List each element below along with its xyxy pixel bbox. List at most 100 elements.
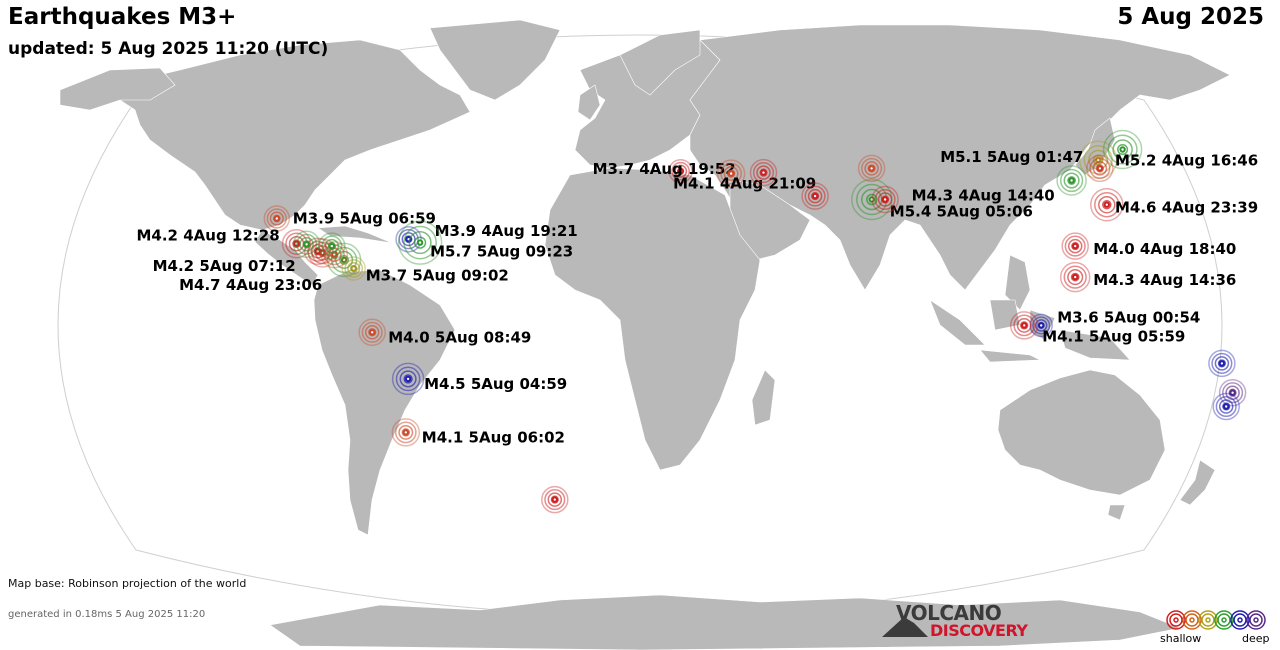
quake-ring xyxy=(1064,235,1086,257)
quake-marker[interactable] xyxy=(871,185,899,214)
quake-ring xyxy=(401,232,416,247)
quake-marker[interactable] xyxy=(1218,378,1247,407)
quake-ring xyxy=(877,192,893,207)
land-indonesia xyxy=(929,299,1131,363)
logo-line2: DISCOVERY xyxy=(930,621,1028,640)
quake-ring xyxy=(1212,392,1240,421)
quake-marker[interactable] xyxy=(1059,261,1091,293)
quake-ring xyxy=(1211,352,1233,374)
quake-marker[interactable] xyxy=(1056,165,1087,196)
quake-ring xyxy=(1095,164,1104,173)
quake-label: M4.5 5Aug 04:59 xyxy=(424,375,567,393)
quake-center-dot xyxy=(1096,165,1104,172)
quake-ring xyxy=(1222,382,1244,404)
quake-marker[interactable] xyxy=(1009,311,1039,340)
quake-ring xyxy=(811,192,820,201)
legend-ring xyxy=(1182,610,1202,630)
earthquake-markers[interactable]: M3.9 5Aug 06:59 M4.2 4Aug 12:28 M4.2 5Aug … xyxy=(137,129,1259,514)
map-date: 5 Aug 2025 xyxy=(1117,4,1264,30)
quake-label: M4.1 4Aug 21:09 xyxy=(673,175,816,193)
quake-ring xyxy=(320,240,349,269)
quake-marker[interactable] xyxy=(391,418,421,447)
legend-dot xyxy=(1205,617,1211,623)
quake-center-dot xyxy=(273,215,280,222)
quake-ring xyxy=(302,240,311,249)
quake-center-dot xyxy=(402,429,409,436)
legend-dot xyxy=(1221,617,1227,623)
quake-marker[interactable] xyxy=(801,182,829,210)
quake-marker[interactable] xyxy=(716,159,746,188)
land-australia xyxy=(997,369,1166,496)
quake-ring xyxy=(881,195,890,204)
quake-ring xyxy=(1016,317,1032,333)
quake-marker[interactable] xyxy=(397,220,443,265)
quake-ring xyxy=(1013,314,1036,337)
quake-marker[interactable] xyxy=(292,230,321,259)
quake-marker[interactable] xyxy=(1029,313,1053,338)
quake-marker[interactable] xyxy=(857,154,886,183)
quake-ring xyxy=(1228,388,1237,397)
quake-ring xyxy=(1059,261,1091,293)
quake-marker[interactable] xyxy=(541,485,569,514)
quake-marker[interactable] xyxy=(358,318,386,347)
quake-ring xyxy=(726,169,736,178)
quake-label: M4.6 4Aug 23:39 xyxy=(1115,199,1258,217)
quake-ring xyxy=(1067,176,1076,185)
legend-ring xyxy=(1249,613,1263,627)
quake-marker[interactable] xyxy=(668,158,693,184)
quake-marker[interactable] xyxy=(749,158,778,187)
quake-label: M3.9 5Aug 06:59 xyxy=(293,210,436,228)
quake-ring xyxy=(544,489,566,511)
land-africa xyxy=(544,167,761,471)
quake-marker[interactable] xyxy=(1102,129,1143,170)
quake-ring xyxy=(1086,154,1114,183)
quake-ring xyxy=(347,261,361,276)
quake-ring xyxy=(1059,168,1084,193)
quake-ring xyxy=(326,242,362,278)
legend-ring xyxy=(1198,610,1218,630)
land-philippines xyxy=(1004,254,1031,311)
quake-center-dot xyxy=(328,242,335,250)
quake-marker[interactable] xyxy=(318,232,346,260)
quake-ring xyxy=(804,185,826,207)
quake-marker[interactable] xyxy=(341,256,366,281)
quake-label: M5.1 5Aug 01:47 xyxy=(940,148,1083,166)
quake-ring xyxy=(395,366,421,392)
map-base-note: Map base: Robinson projection of the wor… xyxy=(8,577,247,590)
quake-marker[interactable] xyxy=(1090,187,1124,222)
quake-ring xyxy=(341,256,366,281)
quake-ring xyxy=(391,418,421,447)
quake-ring xyxy=(541,485,569,514)
quake-ring xyxy=(318,232,346,260)
quake-center-dot xyxy=(303,241,310,248)
quake-marker[interactable] xyxy=(395,225,422,253)
quake-marker[interactable] xyxy=(1208,349,1236,378)
quake-marker[interactable] xyxy=(1212,392,1240,421)
quake-marker[interactable] xyxy=(263,205,291,232)
quake-ring xyxy=(296,233,318,255)
quake-ring xyxy=(547,492,563,507)
quake-center-dot xyxy=(868,165,875,172)
depth-legend-rings xyxy=(1166,610,1266,630)
quake-center-dot xyxy=(1038,322,1045,329)
quake-ring xyxy=(1214,356,1230,371)
land-antarctica xyxy=(269,594,1182,650)
quake-ring xyxy=(720,162,742,185)
quake-ring xyxy=(344,259,364,278)
quake-ring xyxy=(1020,321,1029,330)
quake-label: M4.1 5Aug 05:59 xyxy=(1042,327,1185,345)
land-alaska xyxy=(59,67,176,111)
land-new-zealand xyxy=(1179,459,1216,506)
quake-marker[interactable] xyxy=(1086,154,1114,183)
quake-ring xyxy=(756,165,771,180)
quake-ring xyxy=(1089,157,1111,179)
land-scandinavia xyxy=(619,29,701,96)
quake-label: M4.0 4Aug 18:40 xyxy=(1093,240,1236,258)
volcano-discovery-logo[interactable]: VOLCANO DISCOVERY xyxy=(880,601,1040,641)
quake-marker[interactable] xyxy=(391,362,425,396)
quake-ring xyxy=(364,325,380,340)
quake-marker[interactable] xyxy=(1061,232,1089,260)
quake-ring xyxy=(391,362,425,396)
quake-label: M3.7 5Aug 09:02 xyxy=(366,267,509,285)
